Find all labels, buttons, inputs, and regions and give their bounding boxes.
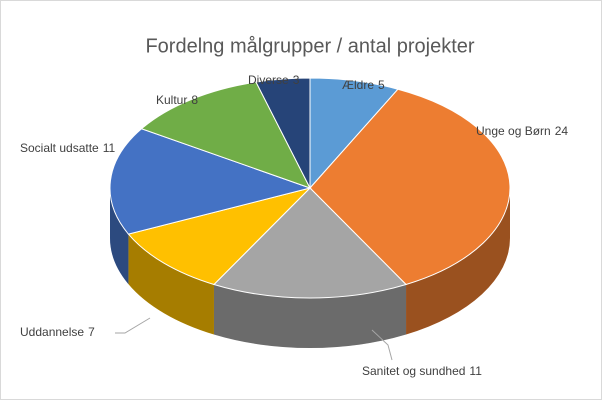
label-value: 11: [103, 141, 116, 155]
chart-title: Fordelng målgrupper / antal projekter: [145, 35, 474, 57]
label-value: 24: [555, 124, 569, 138]
label-category: Ældre: [342, 78, 374, 92]
slice: [255, 77, 311, 189]
slice: [140, 81, 312, 189]
label-value: 8: [191, 93, 198, 107]
label-value: 11: [469, 364, 482, 378]
side-shade: [213, 284, 407, 348]
label-category: Kultur: [156, 93, 187, 107]
side-shade: [406, 188, 510, 335]
slice: [213, 187, 407, 299]
slice: [127, 187, 312, 286]
label-category: Sanitet og sundhed: [362, 364, 465, 378]
label-value: 7: [88, 325, 95, 339]
data-label: Kultur 8: [156, 93, 198, 107]
label-category: Uddannelse: [20, 325, 84, 339]
slice-side: [128, 234, 214, 335]
label-category: Unge og Børn: [476, 124, 551, 138]
label-category: Diverse: [248, 73, 289, 87]
data-label: Ældre 5: [342, 78, 385, 92]
leader-line: [115, 317, 151, 334]
slice: [109, 128, 312, 235]
data-label: Sanitet og sundhed 11: [362, 364, 482, 378]
slice: [309, 88, 511, 286]
slice-side: [213, 284, 407, 348]
side-shade: [128, 234, 214, 335]
label-value: 5: [378, 78, 385, 92]
data-label: Diverse 3: [248, 73, 300, 87]
data-label: Uddannelse 7: [20, 325, 95, 339]
label-value: 3: [293, 73, 300, 87]
data-label: Socialt udsatte 11: [20, 141, 116, 155]
leader-line: [371, 329, 393, 361]
data-label: Unge og Børn 24: [476, 124, 568, 138]
slice-side: [406, 188, 510, 335]
label-category: Socialt udsatte: [20, 141, 99, 155]
